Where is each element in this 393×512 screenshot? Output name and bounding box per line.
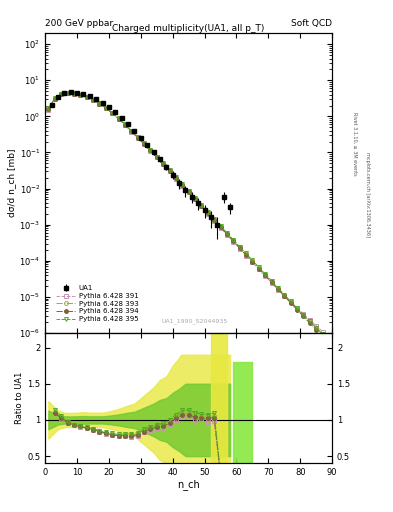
Y-axis label: dσ/d n_ch [mb]: dσ/d n_ch [mb] [7, 149, 17, 218]
Text: mcplots.cern.ch [arXiv:1306.3436]: mcplots.cern.ch [arXiv:1306.3436] [365, 152, 370, 237]
X-axis label: n_ch: n_ch [177, 479, 200, 489]
Y-axis label: Ratio to UA1: Ratio to UA1 [15, 372, 24, 424]
Text: 200 GeV ppbar: 200 GeV ppbar [45, 19, 113, 28]
Text: Soft QCD: Soft QCD [291, 19, 332, 28]
Text: Rivet 3.1.10, ≥ 3M events: Rivet 3.1.10, ≥ 3M events [352, 112, 357, 175]
Title: Charged multiplicity(UA1, all p_T): Charged multiplicity(UA1, all p_T) [112, 24, 265, 32]
Text: UA1_1990_S2044935: UA1_1990_S2044935 [161, 318, 228, 324]
Legend: UA1, Pythia 6.428 391, Pythia 6.428 393, Pythia 6.428 394, Pythia 6.428 395: UA1, Pythia 6.428 391, Pythia 6.428 393,… [54, 284, 140, 324]
